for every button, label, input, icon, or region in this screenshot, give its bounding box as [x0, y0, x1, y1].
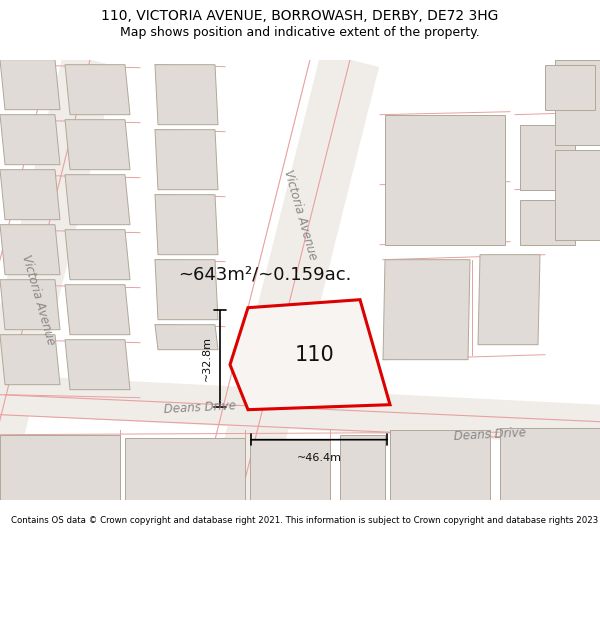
Polygon shape — [155, 194, 218, 254]
Polygon shape — [65, 339, 130, 389]
Polygon shape — [545, 64, 595, 110]
Text: Deans Drive: Deans Drive — [164, 399, 236, 416]
Text: 110: 110 — [295, 344, 335, 364]
Polygon shape — [0, 334, 60, 384]
Polygon shape — [155, 129, 218, 189]
Polygon shape — [230, 299, 390, 409]
Polygon shape — [125, 438, 245, 499]
Polygon shape — [0, 59, 60, 110]
Polygon shape — [155, 64, 218, 125]
Polygon shape — [65, 174, 130, 224]
Text: ~32.8m: ~32.8m — [202, 336, 212, 381]
Polygon shape — [0, 53, 116, 506]
Text: ~46.4m: ~46.4m — [296, 452, 341, 462]
Polygon shape — [555, 149, 600, 239]
Polygon shape — [65, 229, 130, 279]
Polygon shape — [340, 434, 385, 499]
Text: ~643m²/~0.159ac.: ~643m²/~0.159ac. — [178, 266, 352, 284]
Text: Contains OS data © Crown copyright and database right 2021. This information is : Contains OS data © Crown copyright and d… — [11, 516, 600, 524]
Polygon shape — [390, 429, 490, 499]
Text: Deans Drive: Deans Drive — [454, 426, 526, 443]
Polygon shape — [0, 224, 60, 274]
Polygon shape — [383, 259, 470, 359]
Polygon shape — [65, 64, 130, 115]
Text: 110, VICTORIA AVENUE, BORROWASH, DERBY, DE72 3HG: 110, VICTORIA AVENUE, BORROWASH, DERBY, … — [101, 9, 499, 23]
Polygon shape — [520, 125, 575, 189]
Polygon shape — [0, 279, 60, 329]
Polygon shape — [211, 52, 379, 507]
Polygon shape — [555, 59, 600, 144]
Polygon shape — [155, 259, 218, 319]
Polygon shape — [478, 254, 540, 344]
Polygon shape — [520, 199, 575, 244]
Polygon shape — [0, 434, 120, 499]
Polygon shape — [0, 375, 600, 444]
Polygon shape — [385, 115, 505, 244]
Polygon shape — [155, 324, 218, 349]
Polygon shape — [250, 439, 330, 499]
Polygon shape — [65, 284, 130, 334]
Polygon shape — [65, 120, 130, 169]
Polygon shape — [0, 169, 60, 219]
Polygon shape — [500, 428, 600, 499]
Text: Map shows position and indicative extent of the property.: Map shows position and indicative extent… — [120, 26, 480, 39]
Text: Victoria Avenue: Victoria Avenue — [19, 253, 57, 346]
Polygon shape — [0, 115, 60, 164]
Text: Victoria Avenue: Victoria Avenue — [281, 168, 319, 261]
